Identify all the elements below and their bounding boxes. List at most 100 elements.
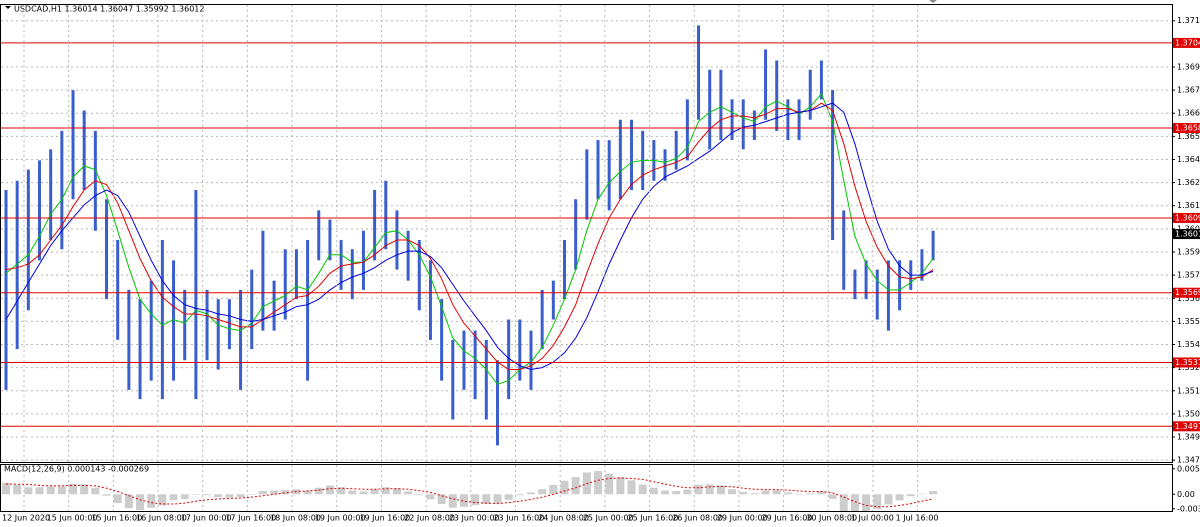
macd-bar [638, 484, 647, 495]
x-tick-label: 19 Jun 00:00 [315, 514, 366, 523]
macd-bar [13, 484, 22, 495]
level-label-box [1173, 37, 1200, 48]
macd-bar [549, 484, 558, 495]
x-tick-label: 23 Jun 16:00 [493, 514, 544, 523]
x-tick-label: 12 Jun 2020 [2, 514, 50, 523]
macd-bar [795, 494, 804, 495]
macd-bar [225, 494, 234, 498]
macd-bar [203, 494, 212, 496]
macd-bar [459, 494, 468, 507]
menu-arrow [5, 6, 11, 9]
macd-bar [783, 492, 792, 495]
y-tick-label: -0.00312 [1177, 504, 1200, 513]
y-tick-label: 1.34790 [1177, 456, 1200, 465]
level-label: 1.36099 [1175, 213, 1200, 222]
plot-area [1, 20, 1172, 461]
macd-bar [839, 494, 848, 511]
x-tick-label: 17 Jun 16:00 [225, 514, 276, 523]
x-tick-label: 17 Jun 00:00 [181, 514, 232, 523]
macd-bar [325, 485, 334, 495]
moving-average [5, 102, 934, 370]
macd-bar [415, 494, 424, 496]
macd-bar [817, 491, 826, 495]
macd-bar [605, 473, 614, 495]
x-tick-label: 15 Jun 16:00 [91, 514, 142, 523]
chart-title: USDCAD,H1 1.36014 1.36047 1.35992 1.3601… [14, 5, 204, 14]
macd-bar [515, 494, 524, 496]
macd-frame [0, 464, 1173, 512]
macd-bar [147, 494, 156, 508]
shift-marker [929, 0, 937, 3]
macd-title: MACD(12,26,9) 0.000143 -0.000269 [4, 465, 149, 474]
macd-bar [806, 493, 815, 495]
macd-bar [493, 494, 502, 504]
x-tick-label: 19 Jun 16:00 [359, 514, 410, 523]
level-label-box [1173, 212, 1200, 223]
macd-bar [437, 494, 446, 505]
macd-bar [404, 491, 413, 495]
x-tick-label: 24 Jun 08:00 [538, 514, 589, 523]
y-tick-label: 1.34915 [1177, 433, 1200, 442]
x-tick-label: 25 Jun 00:00 [583, 514, 634, 523]
x-tick-label: 29 Jun 00:00 [717, 514, 768, 523]
macd-bar [683, 489, 692, 495]
macd-bar [136, 494, 145, 511]
macd-bar [661, 490, 670, 495]
macd-bar [124, 494, 133, 509]
last-price-label: 1.36012 [1175, 230, 1200, 239]
macd-bar [917, 493, 926, 495]
x-tick-label: 29 Jun 16:00 [762, 514, 813, 523]
macd-bar [482, 494, 491, 505]
macd-bar [739, 491, 748, 495]
y-tick-label: 1.36165 [1177, 201, 1200, 210]
x-tick-label: 15 Jun 00:00 [47, 514, 98, 523]
moving-average [5, 102, 934, 371]
macd-bar [850, 494, 859, 511]
level-label: 1.35695 [1175, 288, 1200, 297]
level-label: 1.34973 [1175, 422, 1200, 431]
macd-bar [448, 494, 457, 508]
main-frame [0, 4, 1173, 463]
x-tick-label: 25 Jun 16:00 [628, 514, 679, 523]
macd-bar [247, 494, 256, 495]
macd-bar [929, 491, 938, 495]
level-label: 1.35318 [1175, 358, 1200, 367]
macd-bar [80, 484, 89, 495]
macd-bar [862, 494, 871, 511]
y-tick-label: 1.36290 [1177, 178, 1200, 187]
x-tick-label: 18 Jun 08:00 [270, 514, 321, 523]
level-label: 1.37045 [1175, 38, 1200, 47]
y-tick-label: 0.005485 [1177, 464, 1200, 473]
y-tick-label: 1.36040 [1177, 224, 1200, 233]
macd-bar [46, 486, 55, 495]
y-tick-label: 1.35540 [1177, 317, 1200, 326]
macd-bar [69, 484, 78, 495]
macd-bar [191, 494, 200, 495]
y-tick-label: 1.35915 [1177, 248, 1200, 257]
macd-bar [538, 489, 547, 495]
macd-bar [772, 490, 781, 495]
macd-bar [2, 482, 10, 495]
macd-bar [873, 494, 882, 510]
y-tick-label: 1.35665 [1177, 294, 1200, 303]
macd-bar [750, 493, 759, 495]
plot-area [2, 471, 938, 511]
y-tick-label: 1.36665 [1177, 109, 1200, 118]
x-tick-label: 1 Jul 00:00 [851, 514, 894, 523]
macd-bar [728, 489, 737, 495]
macd-bar [158, 494, 167, 506]
macd-bar [303, 490, 312, 495]
x-tick-label: 26 Jun 08:00 [672, 514, 723, 523]
y-tick-label: 1.36790 [1177, 86, 1200, 95]
x-tick-label: 23 Jun 00:00 [449, 514, 500, 523]
x-tick-label: 16 Jun 08:00 [136, 514, 187, 523]
signal-line [6, 477, 934, 508]
macd-bar [672, 491, 681, 495]
macd-bar [314, 487, 323, 495]
macd-bar [370, 489, 379, 495]
macd-bar [906, 494, 915, 497]
macd-bar [337, 487, 346, 495]
macd-bar [180, 494, 189, 499]
level-label-box [1173, 123, 1200, 134]
